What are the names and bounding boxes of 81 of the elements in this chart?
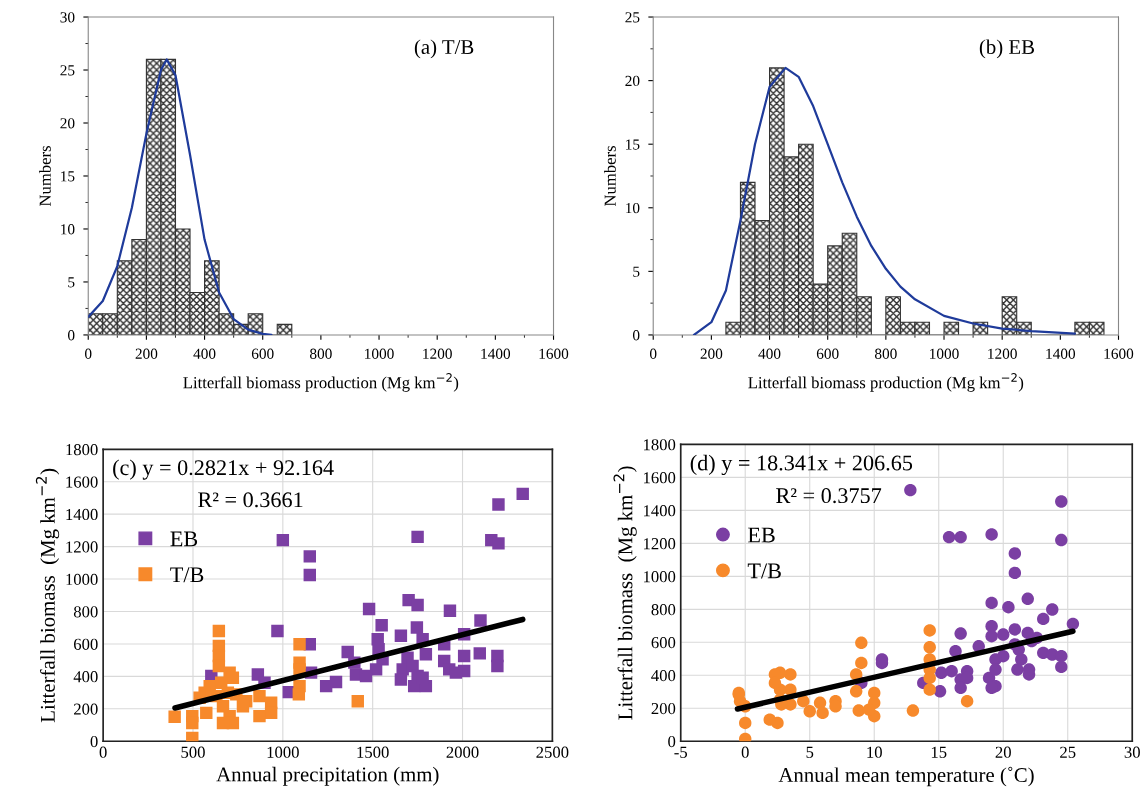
x-tick-label: 400 [193,348,216,359]
x-tick-label: 1400 [481,348,511,359]
legend-label: T/B [747,563,781,579]
annotation: R² = 0.3757 [776,488,882,504]
x-tick-label: 2500 [536,746,569,758]
x-tick-label: 1200 [423,348,452,359]
x-tick-label: 2000 [446,746,479,758]
y-tick-label: 1400 [66,508,98,521]
x-axis-title: Litterfall biomass production (Mg km$^{−2}$) [748,373,1024,392]
y-tick-label: 200 [74,703,98,715]
y-tick-label: 1400 [644,505,676,517]
annotation: (d) y = 18.341x + 206.65 [690,454,913,476]
x-tick-label: 200 [135,348,158,359]
y-tick-label: 25 [625,12,640,23]
legend-label: EB [170,531,198,547]
x-tick-label: 1000 [930,348,959,359]
x-tick-label: 0 [99,746,107,758]
x-axis-title: Annual mean temperature (˚C) [778,766,1034,787]
x-tick-label: 1600 [539,348,569,359]
annotation: (a) T/B [414,39,474,59]
y-tick-label: 0 [632,330,640,341]
y-tick-label: 20 [625,75,640,87]
y-tick-label: 5 [633,266,640,277]
y-tick-label: 1200 [66,541,98,553]
y-axis-title: Numbers [604,146,616,207]
y-tick-label: 1600 [66,476,98,488]
x-tick-label: 400 [758,348,781,359]
y-tick-label: 15 [61,171,75,182]
y-tick-label: 800 [651,604,676,616]
x-tick-label: 0 [741,746,749,758]
x-tick-label: 500 [181,746,205,758]
y-tick-label: 1800 [644,439,676,451]
y-tick-label: 0 [90,735,98,748]
y-tick-label: 25 [60,65,75,76]
y-tick-label: 30 [60,12,75,23]
x-tick-label: 1200 [988,348,1017,359]
y-tick-label: 1600 [644,472,676,484]
y-tick-label: 1200 [644,538,676,550]
x-tick-label: 800 [874,348,897,359]
x-tick-label: 5 [806,746,814,758]
y-tick-label: 400 [651,669,676,682]
y-axis-title: Litterfall biomass (Mg km$^{−2}$) [613,466,637,720]
x-tick-label: 20 [995,746,1011,758]
x-tick-label: 15 [931,746,947,758]
y-tick-label: 15 [626,139,640,150]
y-tick-label: 0 [668,735,676,748]
x-tick-label: 1500 [357,746,389,758]
x-tick-label: 200 [700,348,723,359]
y-tick-label: 200 [651,702,676,715]
y-tick-label: 10 [61,224,75,235]
x-tick-label: 1600 [1104,348,1134,359]
annotation: (c) y = 0.2821x + 92.164 [113,459,334,480]
y-tick-label: 10 [626,202,640,214]
x-tick-label: 1400 [1046,348,1076,359]
y-tick-label: 600 [74,638,98,650]
x-axis-title: Annual precipitation (mm) [216,766,439,786]
x-tick-label: 600 [816,348,839,359]
x-tick-label: -5 [674,746,688,758]
y-tick-label: 20 [60,118,75,129]
legend-label: T/B [170,567,204,583]
y-tick-label: 1000 [66,573,98,585]
annotation: R² = 0.3661 [198,492,303,508]
x-tick-label: 1000 [267,746,299,758]
x-axis-title: Litterfall biomass production (Mg km$^{−2}$) [183,373,459,392]
annotation: (b) EB [979,39,1035,59]
y-tick-label: 1000 [644,571,676,583]
y-tick-label: 800 [73,606,98,618]
x-tick-label: 10 [867,746,882,758]
legend-label: EB [748,527,775,543]
y-axis-title: Litterfall biomass (Mg km$^{−2}$) [35,468,60,723]
x-tick-label: 25 [1060,746,1076,758]
y-tick-label: 1800 [66,443,98,456]
x-tick-label: 800 [310,348,332,359]
y-tick-label: 600 [651,637,676,649]
x-tick-label: 30 [1124,746,1140,758]
y-tick-label: 0 [67,330,75,341]
y-tick-label: 5 [68,277,75,288]
x-tick-label: 1000 [365,348,394,359]
y-axis-title: Numbers [39,146,51,207]
y-tick-label: 400 [73,671,98,683]
x-tick-label: 600 [251,348,274,359]
